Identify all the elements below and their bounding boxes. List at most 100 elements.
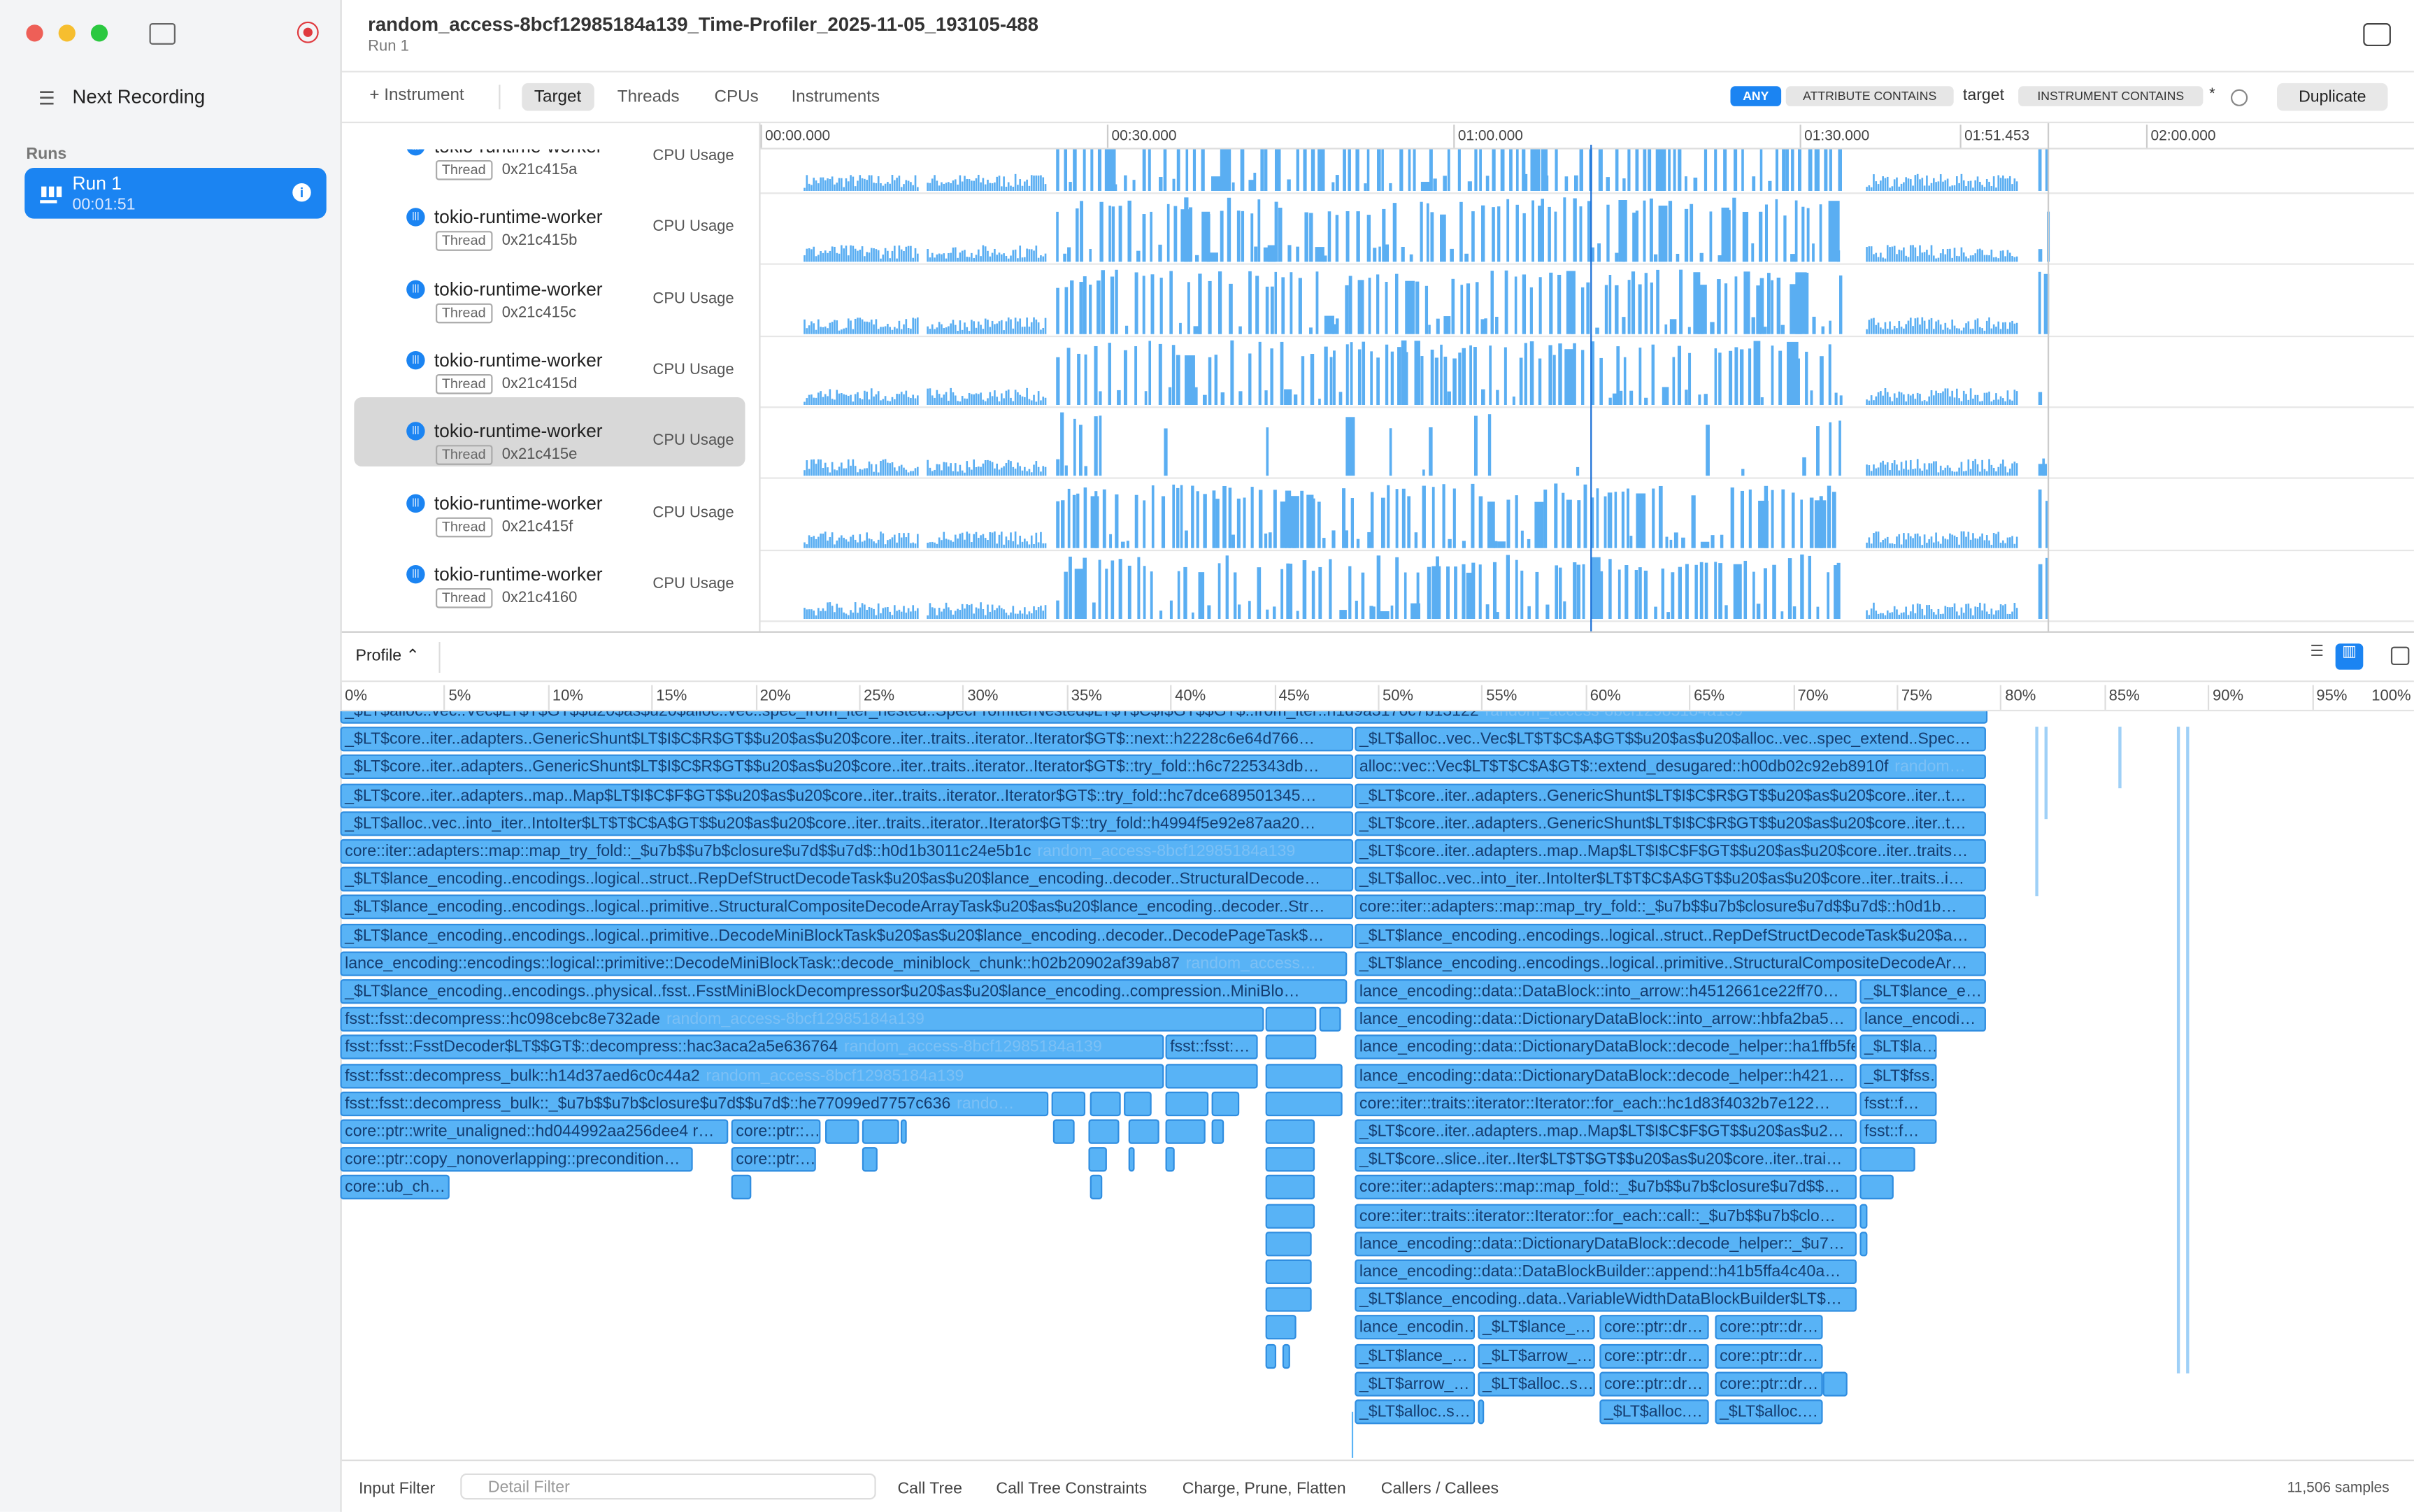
profile-selector[interactable]: Profile ⌃ (355, 646, 420, 666)
flame-frame[interactable]: _$LT$core..iter..adapters..map..Map$LT$I… (340, 783, 1354, 808)
flame-frame[interactable]: core::ptr::dr… (1715, 1371, 1823, 1397)
flame-frame[interactable]: _$LT$lance_encoding..encodings..logical.… (340, 866, 1354, 892)
flame-frame[interactable]: _$LT$alloc.… (1715, 1399, 1823, 1425)
flame-frame[interactable]: _$LT$core..iter..adapters..map..Map$LT$I… (1355, 1119, 1857, 1144)
flame-frame[interactable]: core::ptr::write_unaligned::hd044992aa25… (340, 1119, 729, 1144)
panel-toggle[interactable] (2363, 23, 2391, 47)
minimize-button[interactable] (58, 24, 76, 42)
flame-frame[interactable]: core::ptr::copy_nonoverlapping::precondi… (340, 1147, 693, 1172)
add-instrument[interactable]: + Instrument (369, 86, 464, 105)
zoom-button[interactable] (90, 24, 108, 42)
record-button[interactable] (297, 21, 319, 43)
tab[interactable]: CPUs (714, 87, 759, 106)
flame-frame[interactable]: core::iter::adapters::map::map_try_fold:… (1355, 894, 1986, 920)
filter-token[interactable]: target (1962, 86, 2005, 105)
flame-frame[interactable]: _$LT$lance_encoding..encodings..logical.… (1355, 951, 1986, 976)
flame-frame[interactable]: core::iter::traits::iterator::Iterator::… (1355, 1091, 1857, 1116)
flame-frame[interactable]: lance_encoding::data::DictionaryDataBloc… (1355, 1035, 1857, 1060)
flame-frame[interactable]: lance_encoding::data::DataBlockBuilder::… (1355, 1259, 1857, 1285)
flame-frame[interactable]: fsst::fsst::decompress_bulk::h14d37aed6c… (340, 1063, 1164, 1088)
flame-frame[interactable]: _$LT$alloc..vec..Vec$LT$T$GT$$u20$as$u20… (340, 711, 1988, 724)
inspector-toggle[interactable] (2390, 646, 2410, 666)
flame-frame[interactable]: lance_encoding::data::DictionaryDataBloc… (1355, 1231, 1857, 1256)
close-button[interactable] (26, 24, 43, 42)
flame-frame[interactable]: _$LT$la… (1859, 1035, 1937, 1060)
flame-frame[interactable]: lance_encodi… (1859, 1007, 1986, 1032)
bottom-button[interactable]: Call Tree (897, 1479, 962, 1499)
filter-token[interactable]: * (2209, 86, 2215, 104)
flame-frame[interactable]: _$LT$alloc..vec..Vec$LT$T$C$A$GT$$u20$as… (1355, 727, 1986, 752)
flame-frame[interactable]: fsst::fsst::decompress::hc098cebc8e732ad… (340, 1007, 1264, 1032)
filter-mode[interactable]: ANY (1730, 86, 1782, 106)
flame-frame[interactable]: _$LT$alloc..s… (1355, 1399, 1476, 1425)
flame-frame[interactable]: core::ptr::dr… (1599, 1371, 1709, 1397)
flame-frame[interactable]: _$LT$alloc..s… (1478, 1371, 1595, 1397)
flame-frame[interactable]: _$LT$fss… (1859, 1063, 1937, 1088)
flame-frame[interactable]: _$LT$lance_encoding..encodings..logical.… (340, 894, 1354, 920)
cpu-spike (1939, 543, 1942, 548)
flame-frame[interactable]: lance_encoding::data::DictionaryDataBloc… (1355, 1007, 1857, 1032)
flame-frame[interactable]: _$LT$core..iter..adapters..GenericShunt$… (340, 755, 1354, 780)
flame-frame[interactable]: core::ptr:… (731, 1147, 816, 1172)
input-filter[interactable]: Input Filter (358, 1479, 436, 1499)
flame-frame[interactable]: _$LT$core..iter..adapters..GenericShunt$… (340, 727, 1354, 752)
bottom-button[interactable]: Callers / Callees (1380, 1479, 1499, 1499)
flame-frame[interactable]: fsst::f… (1859, 1119, 1937, 1144)
detail-filter[interactable]: Detail Filter (460, 1473, 876, 1500)
flame-frame[interactable]: _$LT$lance_encoding..data..VariableWidth… (1355, 1287, 1857, 1313)
flame-frame[interactable]: _$LT$lance_encoding..encodings..logical.… (1355, 923, 1986, 948)
flame-frame[interactable]: _$LT$lance_encoding..encodings..logical.… (340, 923, 1354, 948)
filter-token[interactable]: ATTRIBUTE CONTAINS (1785, 86, 1954, 106)
list-view-button[interactable]: ☰ (2310, 643, 2324, 661)
flame-frame[interactable]: _$LT$arrow_… (1478, 1343, 1595, 1369)
flame-view-button[interactable]: ▥ (2335, 643, 2364, 670)
run-item[interactable]: ▮▮▮ Run 1 00:01:51 i (24, 167, 327, 219)
tab[interactable]: Threads (617, 87, 680, 106)
next-recording[interactable]: Next Recording (72, 86, 206, 108)
flame-frame[interactable]: core::ptr::dr… (1715, 1315, 1823, 1341)
flame-frame[interactable]: _$LT$core..iter..adapters..GenericShunt$… (1355, 783, 1986, 808)
flame-frame[interactable]: lance_encodin… (1355, 1315, 1476, 1341)
flame-frame[interactable]: _$LT$alloc..vec..into_iter..IntoIter$LT$… (1355, 866, 1986, 892)
flame-frame[interactable]: fsst::fsst::FsstDecoder$LT$$GT$::decompr… (340, 1035, 1164, 1060)
flame-frame[interactable]: _$LT$core..slice..iter..Iter$LT$T$GT$$u2… (1355, 1147, 1857, 1172)
duplicate-button[interactable]: Duplicate (2277, 83, 2388, 111)
flame-frame[interactable]: core::ptr::dr… (1599, 1315, 1709, 1341)
cpu-spike (1972, 615, 1974, 619)
filter-token[interactable]: INSTRUMENT CONTAINS (2018, 86, 2204, 106)
flame-frame[interactable]: _$LT$core..iter..adapters..GenericShunt$… (1355, 811, 1986, 836)
flame-frame[interactable]: _$LT$core..iter..adapters..map..Map$LT$I… (1355, 839, 1986, 864)
flame-frame[interactable]: _$LT$arrow_… (1355, 1371, 1476, 1397)
cpu-spike (854, 539, 857, 548)
flame-frame[interactable]: fsst::fsst::decompress_bulk::_$u7b$$u7b$… (340, 1091, 1049, 1116)
flame-frame[interactable]: core::iter::adapters::map::map_try_fold:… (340, 839, 1354, 864)
clear-filter[interactable] (2230, 89, 2248, 106)
flame-frame[interactable]: _$LT$alloc.… (1599, 1399, 1709, 1425)
flame-frame[interactable]: core::ptr::dr… (1599, 1343, 1709, 1369)
bottom-button[interactable]: Call Tree Constraints (996, 1479, 1148, 1499)
cpu-spike (1590, 341, 1595, 405)
flame-frame[interactable]: lance_encoding::encodings::logical::prim… (340, 951, 1348, 976)
flame-frame[interactable]: _$LT$lance_… (1355, 1343, 1476, 1369)
cpu-spike (931, 323, 934, 334)
flame-frame[interactable]: core::ptr::… (731, 1119, 821, 1144)
flame-frame[interactable]: core::ub_ch… (340, 1175, 450, 1200)
flame-frame[interactable]: fsst::f… (1859, 1091, 1937, 1116)
flame-frame[interactable]: core::ptr::dr… (1715, 1343, 1823, 1369)
flame-frame[interactable]: _$LT$lance_… (1478, 1315, 1595, 1341)
bottom-button[interactable]: Charge, Prune, Flatten (1182, 1479, 1346, 1499)
flame-frame[interactable]: lance_encoding::data::DataBlock::into_ar… (1355, 979, 1857, 1004)
flame-frame[interactable]: core::iter::traits::iterator::Iterator::… (1355, 1203, 1857, 1228)
tab[interactable]: Target (534, 87, 582, 106)
flame-frame[interactable]: core::iter::adapters::map::map_fold::_$u… (1355, 1175, 1857, 1200)
flame-frame[interactable]: _$LT$lance_encoding..encodings..physical… (340, 979, 1348, 1004)
flame-frame[interactable]: fsst::fsst:… (1165, 1035, 1258, 1060)
info-button[interactable]: i (292, 183, 311, 202)
sidebar-toggle[interactable] (149, 23, 176, 45)
flame-frame[interactable]: _$LT$lance_e… (1859, 979, 1986, 1004)
flame-frame[interactable]: alloc::vec::Vec$LT$T$C$A$GT$::extend_des… (1355, 755, 1986, 780)
flame-frame[interactable]: _$LT$alloc..vec..into_iter..IntoIter$LT$… (340, 811, 1354, 836)
flame-frame[interactable]: lance_encoding::data::DictionaryDataBloc… (1355, 1063, 1857, 1088)
cpu-spike (1586, 281, 1590, 334)
tab[interactable]: Instruments (791, 87, 880, 106)
